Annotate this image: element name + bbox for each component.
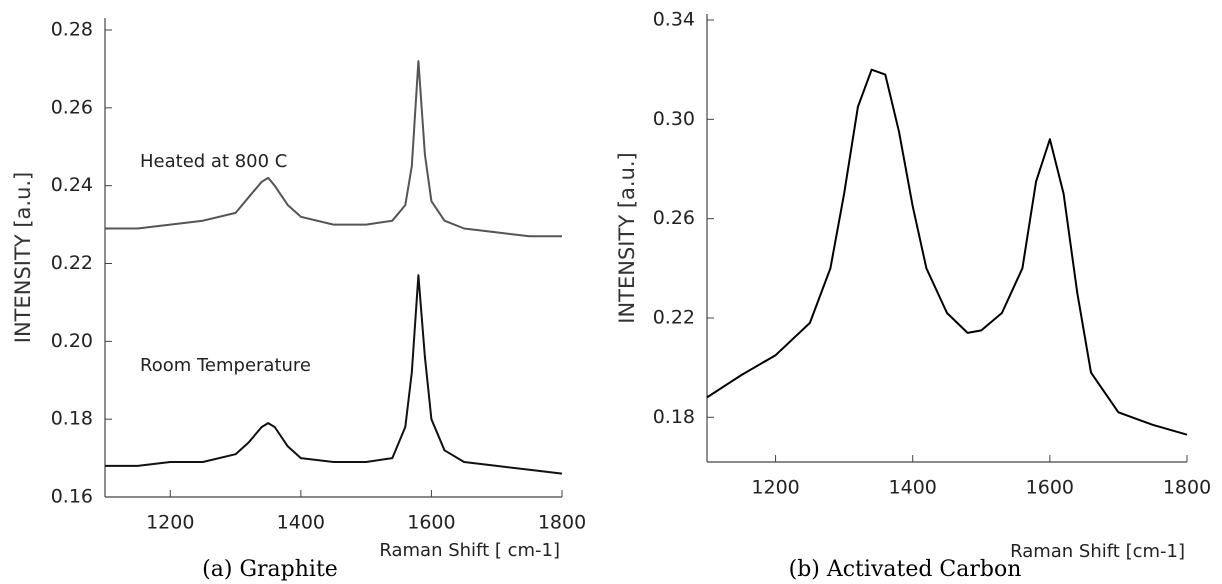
x-axis-label: Raman Shift [cm-1] bbox=[1010, 541, 1185, 562]
x-tick-label: 1200 bbox=[751, 477, 799, 499]
x-tick-label: 1400 bbox=[277, 512, 325, 534]
y-axis-label: INTENSITY [a.u.] bbox=[11, 172, 35, 343]
y-tick-label: 0.34 bbox=[653, 9, 695, 31]
x-tick-label: 1200 bbox=[146, 512, 194, 534]
y-tick-label: 0.24 bbox=[51, 174, 93, 196]
series-label: Room Temperature bbox=[140, 355, 311, 376]
y-tick-label: 0.26 bbox=[653, 207, 695, 229]
y-axis-label: INTENSITY [a.u.] bbox=[615, 152, 639, 323]
caption: (a) Graphite bbox=[202, 557, 338, 582]
x-tick-label: 1800 bbox=[1163, 477, 1211, 499]
y-tick-label: 0.18 bbox=[653, 406, 695, 428]
series-label: Heated at 800 C bbox=[140, 151, 287, 172]
x-tick-label: 1600 bbox=[407, 512, 455, 534]
y-tick-label: 0.30 bbox=[653, 108, 695, 130]
y-tick-label: 0.22 bbox=[51, 252, 93, 274]
x-tick-label: 1800 bbox=[538, 512, 586, 534]
y-tick-label: 0.18 bbox=[51, 408, 93, 430]
caption: (b) Activated Carbon bbox=[789, 557, 1022, 582]
x-tick-label: 1400 bbox=[889, 477, 937, 499]
x-tick-label: 1600 bbox=[1026, 477, 1074, 499]
spectrum-line bbox=[105, 60, 562, 238]
y-tick-label: 0.22 bbox=[653, 306, 695, 328]
y-tick-label: 0.28 bbox=[51, 19, 93, 41]
spectrum-line bbox=[105, 274, 563, 475]
y-tick-label: 0.20 bbox=[51, 330, 93, 352]
y-tick-label: 0.16 bbox=[51, 486, 93, 508]
spectrum-line bbox=[706, 68, 1188, 436]
y-tick-label: 0.26 bbox=[51, 96, 93, 118]
x-axis-label: Raman Shift [ cm-1] bbox=[379, 540, 560, 561]
